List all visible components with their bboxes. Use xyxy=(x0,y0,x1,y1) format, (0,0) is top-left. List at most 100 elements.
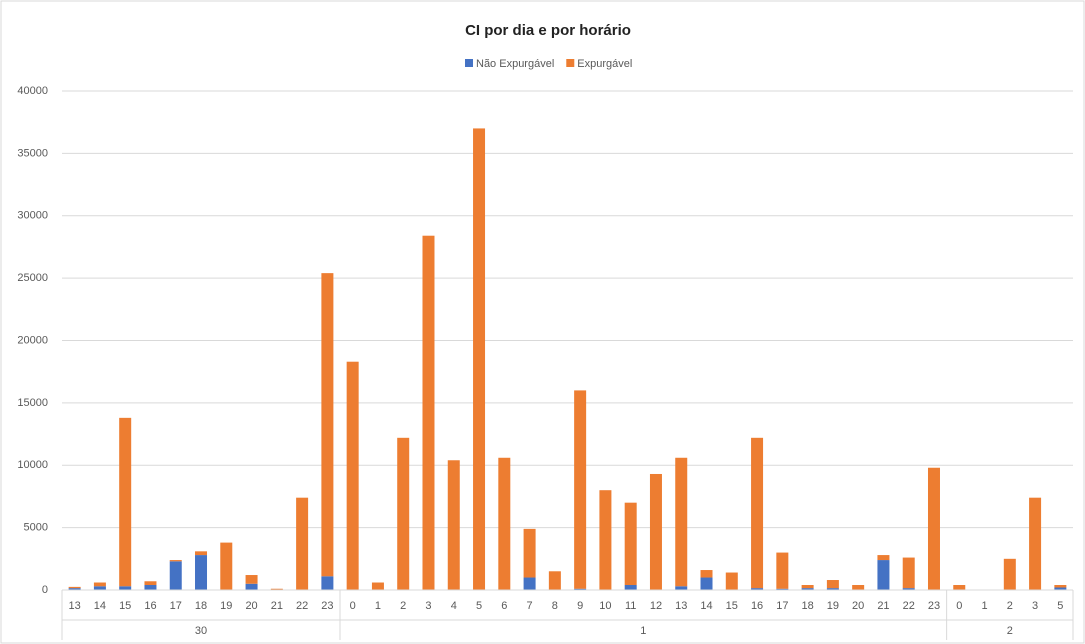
bar-segment xyxy=(776,552,789,589)
bar-segment xyxy=(447,460,460,590)
bar-segment xyxy=(574,588,587,590)
y-tick-label: 25000 xyxy=(17,272,48,284)
bar-segment xyxy=(523,528,536,578)
bar-segment xyxy=(119,417,132,587)
bar-segment xyxy=(751,588,764,590)
x-tick-label: 23 xyxy=(321,600,333,612)
bar-segment xyxy=(422,235,435,590)
x-tick-label: 3 xyxy=(1032,600,1038,612)
x-tick-label: 23 xyxy=(928,600,940,612)
bar-segment xyxy=(801,588,814,590)
x-tick-label: 21 xyxy=(271,600,283,612)
x-tick-label: 13 xyxy=(69,600,81,612)
x-tick-label: 12 xyxy=(650,600,662,612)
x-tick-label: 19 xyxy=(220,600,232,612)
legend-swatch xyxy=(465,59,473,67)
group-label: 2 xyxy=(1007,625,1013,637)
y-tick-label: 40000 xyxy=(17,85,48,97)
bar-segment xyxy=(119,586,132,590)
y-tick-label: 30000 xyxy=(17,210,48,222)
bar-segment xyxy=(801,585,814,589)
x-tick-label: 13 xyxy=(675,600,687,612)
legend-label: Não Expurgável xyxy=(476,58,554,70)
y-tick-label: 10000 xyxy=(17,459,48,471)
x-tick-label: 19 xyxy=(827,600,839,612)
x-tick-label: 16 xyxy=(144,600,156,612)
bar-segment xyxy=(169,560,182,562)
bar-segment xyxy=(826,588,839,590)
bar-segment xyxy=(599,490,612,590)
y-tick-label: 35000 xyxy=(17,147,48,159)
x-tick-label: 5 xyxy=(1057,600,1063,612)
x-tick-label: 10 xyxy=(599,600,611,612)
y-tick-label: 0 xyxy=(42,584,48,596)
group-label: 1 xyxy=(640,625,646,637)
x-tick-label: 5 xyxy=(476,600,482,612)
bar-segment xyxy=(93,586,106,590)
x-tick-label: 8 xyxy=(552,600,558,612)
bar-segment xyxy=(548,571,561,590)
y-tick-label: 20000 xyxy=(17,334,48,346)
bar-segment xyxy=(195,551,208,556)
x-tick-label: 1 xyxy=(981,600,987,612)
x-tick-label: 16 xyxy=(751,600,763,612)
y-tick-label: 5000 xyxy=(24,522,48,534)
x-tick-label: 18 xyxy=(801,600,813,612)
x-tick-label: 15 xyxy=(726,600,738,612)
x-tick-label: 18 xyxy=(195,600,207,612)
x-tick-label: 15 xyxy=(119,600,131,612)
bar-segment xyxy=(902,557,915,589)
bar-segment xyxy=(270,588,283,590)
bar-segment xyxy=(473,128,486,591)
bar-segment xyxy=(321,576,334,590)
bar-segment xyxy=(751,437,764,589)
x-tick-label: 6 xyxy=(501,600,507,612)
x-tick-label: 21 xyxy=(877,600,889,612)
bar-segment xyxy=(144,585,157,590)
x-tick-label: 17 xyxy=(170,600,182,612)
chart-title: CI por dia e por horário xyxy=(465,22,631,39)
legend-swatch xyxy=(566,59,575,67)
bar-segment xyxy=(649,473,662,590)
bar-segment xyxy=(725,572,738,590)
x-tick-label: 20 xyxy=(852,600,864,612)
bar-segment xyxy=(902,588,915,590)
bar-segment xyxy=(144,581,157,586)
bar-segment xyxy=(220,542,233,590)
bar-segment xyxy=(877,555,890,561)
bar-segment xyxy=(574,390,587,589)
bar-segment xyxy=(700,577,713,590)
bar-segment xyxy=(826,580,839,589)
x-tick-label: 20 xyxy=(245,600,257,612)
bar-segment xyxy=(169,561,182,590)
x-tick-label: 2 xyxy=(1007,600,1013,612)
legend-label: Expurgável xyxy=(577,58,632,70)
bar-segment xyxy=(68,588,81,590)
x-tick-label: 9 xyxy=(577,600,583,612)
x-tick-label: 11 xyxy=(625,600,636,612)
bar-segment xyxy=(195,555,208,590)
x-tick-label: 14 xyxy=(94,600,106,612)
bar-segment xyxy=(68,586,81,589)
bar-segment xyxy=(371,582,384,590)
bar-segment xyxy=(245,575,258,584)
bar-segment xyxy=(700,570,713,578)
x-tick-label: 0 xyxy=(350,600,356,612)
x-tick-label: 1 xyxy=(375,600,381,612)
bar-segment xyxy=(953,585,966,590)
bar-segment xyxy=(523,577,536,590)
bar-segment xyxy=(346,361,359,590)
x-tick-label: 4 xyxy=(451,600,457,612)
x-tick-label: 7 xyxy=(527,600,533,612)
bar-segment xyxy=(776,588,789,590)
bar-segment xyxy=(1003,558,1016,590)
bar-segment xyxy=(397,437,410,590)
bar-segment xyxy=(624,585,637,590)
bar-segment xyxy=(624,502,637,586)
bar-segment xyxy=(93,582,106,587)
bar-segment xyxy=(498,457,511,590)
bar-segment xyxy=(927,467,940,590)
bar-segment xyxy=(296,497,309,590)
